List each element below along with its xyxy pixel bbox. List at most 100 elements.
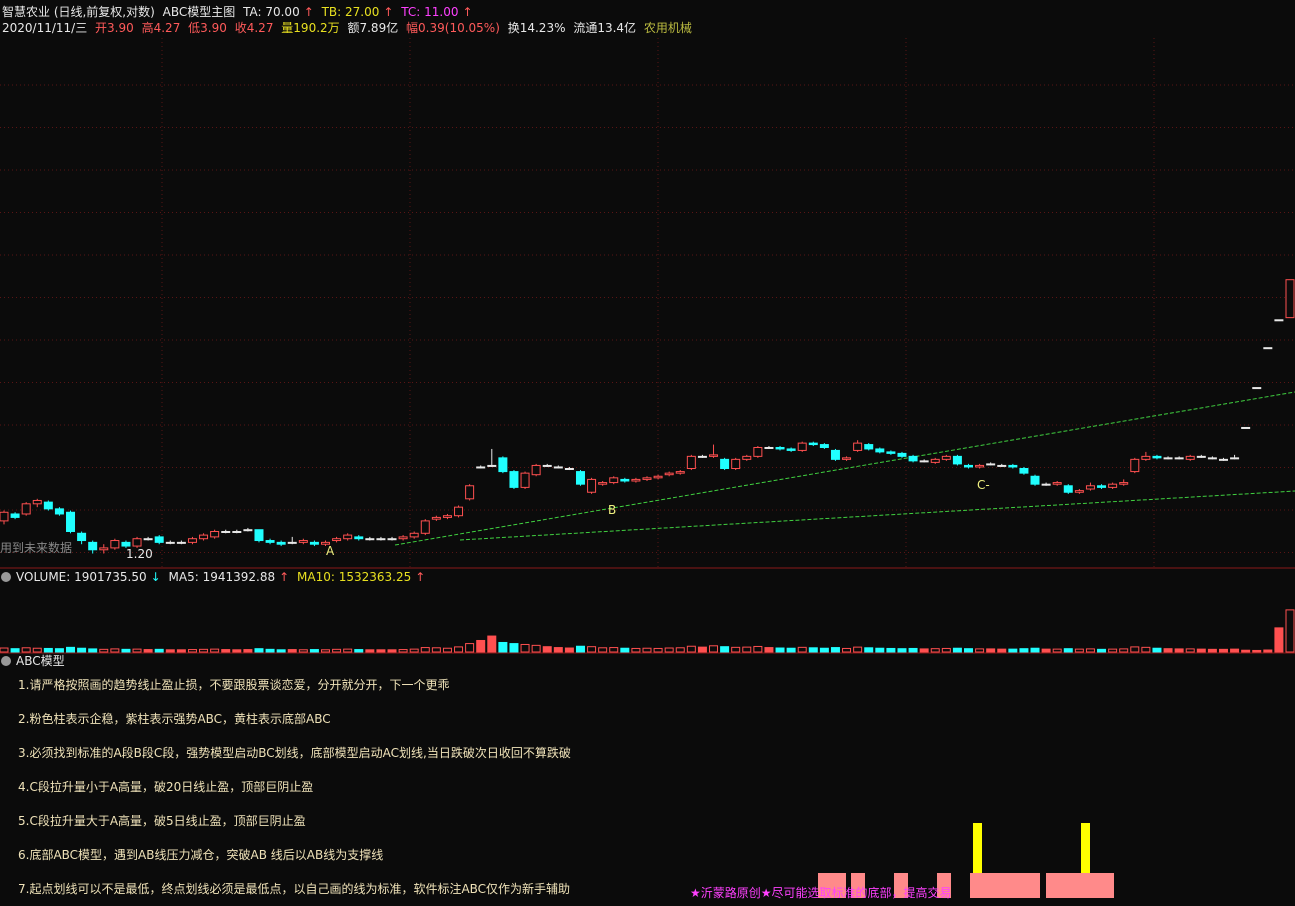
candle-body [575,471,585,485]
candle-body [1185,455,1195,460]
volume-bar [132,648,142,653]
arrow: ↑ [415,570,426,584]
candle-body [941,455,951,460]
note: 6.底部ABC模型，遇到AB线压力减仓，突破AB 线后以AB线为支撑线 [18,848,384,862]
note: 4.C段拉升量小于A高量，破20日线止盈，顶部巨阴止盈 [18,780,314,794]
volume-bar [487,635,497,653]
volume-bar [531,644,541,653]
volume-bar [154,648,164,653]
candle-body [431,516,441,520]
candle-body [830,449,840,460]
volume-bar [1097,648,1107,653]
candle-body [1152,455,1162,459]
volume-bar [952,647,962,653]
candle-body [1274,319,1284,322]
volume-bar [587,646,597,653]
candle-body [187,538,197,543]
candle-body [1141,455,1151,460]
candle-body [819,444,829,448]
candle-body [332,538,342,542]
arrow: ↑ [383,5,394,19]
volume-bar [609,647,619,653]
candle-body [88,541,98,551]
volume-bar [875,647,885,653]
candle-body [354,536,364,540]
candle-body [542,464,552,467]
candle-body [986,463,996,466]
candle-body [110,540,120,549]
candle-body [1085,485,1095,490]
candle-body [553,466,563,469]
volume-bar [199,648,209,653]
volume-bar [919,648,929,653]
volume-bar [1052,648,1062,653]
turnover: 换14.23% [507,21,566,35]
volume-bar [1063,648,1073,653]
arrow: ↑ [279,570,290,584]
footer-text: ★沂蒙路原创★尽可能选取标准的底部，提高交易 [690,885,952,900]
candle-body [254,529,264,542]
candle-body [376,538,386,541]
candle-body [365,538,375,541]
trend-line [459,490,1295,541]
date: 2020/11/11/三 [2,21,88,35]
candle-body [66,511,76,532]
candle-body [520,472,530,488]
candle-body [99,547,109,551]
candle-body [1097,485,1107,488]
volume-bar [964,648,973,653]
candle-body [10,513,20,518]
trend-line [394,391,1295,546]
volume-bar [1185,648,1195,653]
candle-body [343,534,353,540]
volume-bar [1274,627,1284,653]
volume-bar [99,648,109,653]
volume-line: VOLUME: 1901735.50 ↓ MA5: 1941392.88 ↑ MA1… [16,570,429,584]
volume-bar [376,649,386,653]
collapse-icon[interactable] [1,656,11,666]
candle-body [1207,457,1217,460]
volume-bar [975,648,985,653]
volume-bar [287,649,297,653]
industry: 农用机械 [643,21,692,35]
volume-bar [1196,648,1206,653]
volume-bar [653,647,663,653]
note: 1.请严格按照画的趋势线止盈止损，不要跟股票谈恋爱，分开就分开，下一个更乖 [18,678,450,692]
volume-bar [465,643,475,653]
candle-body [797,442,807,451]
candle-body [43,501,53,510]
candle-body [1119,482,1129,485]
volume-bar [1263,649,1273,653]
candle-body [121,541,131,547]
indicator-name[interactable]: ABC模型主图 [162,5,236,19]
volume-bar [265,648,275,653]
volume-bar [276,649,286,653]
volume-bar [10,648,20,653]
candle-body [143,538,153,541]
low: 低3.90 [188,21,227,35]
candle-body [454,506,464,517]
volume-bar [0,647,9,653]
volume-bar [542,646,552,653]
volume-bar [110,648,120,653]
volume-bar [1008,648,1018,653]
header-line: 智慧农业 (日线,前复权,对数) ABC模型主图 TA: 70.00 ↑ TB: … [2,3,477,20]
candle-body [465,485,475,500]
quote-line: 2020/11/11/三 开3.90 高4.27 低3.90 收4.27 量19… [2,19,696,36]
candle-body [564,467,574,470]
candle-body [664,472,674,476]
signal-bar [1046,873,1114,898]
stock-name: 智慧农业 (日线,前复权,对数) [2,5,155,19]
candle-body [587,478,597,493]
candle-body [409,532,419,538]
volume-bar [575,645,585,653]
volume-bar [54,648,64,653]
ta: TA: 70.00 [243,5,300,19]
volume-bar [442,647,452,653]
candle-body [975,464,985,468]
volume-bar [321,649,330,653]
candle-body [1019,467,1029,474]
candle-body [531,464,541,476]
collapse-icon[interactable] [1,572,11,582]
